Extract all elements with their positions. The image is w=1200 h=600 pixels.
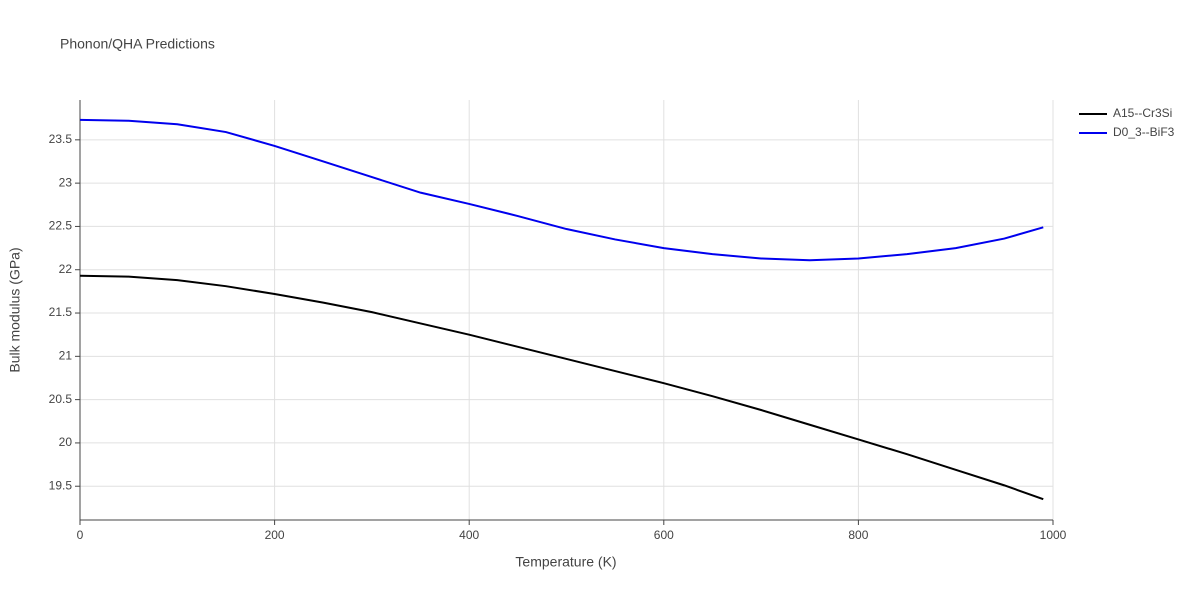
y-tick-label: 19.5 — [49, 478, 73, 492]
x-tick-label: 200 — [265, 528, 285, 542]
series-line — [79, 118, 1044, 262]
y-tick-label: 20.5 — [49, 392, 73, 406]
x-tick-label: 400 — [459, 528, 479, 542]
x-tick-label: 0 — [77, 528, 84, 542]
x-tick-label: 600 — [654, 528, 674, 542]
x-tick-label: 800 — [848, 528, 868, 542]
legend-label: D0_3--BiF3 — [1113, 125, 1175, 139]
y-tick-label: 21 — [59, 349, 73, 363]
y-tick-label: 21.5 — [49, 305, 73, 319]
legend-label: A15--Cr3Si — [1113, 106, 1172, 120]
y-tick-label: 20 — [59, 435, 73, 449]
x-tick-label: 1000 — [1040, 528, 1067, 542]
series-line — [79, 274, 1044, 501]
x-axis-title: Temperature (K) — [515, 554, 616, 570]
y-tick-label: 22 — [59, 262, 73, 276]
y-axis-title: Bulk modulus (GPa) — [7, 247, 23, 372]
y-tick-label: 23 — [59, 175, 73, 189]
chart-title: Phonon/QHA Predictions — [60, 36, 215, 52]
y-tick-label: 22.5 — [49, 219, 73, 233]
y-tick-label: 23.5 — [49, 132, 73, 146]
